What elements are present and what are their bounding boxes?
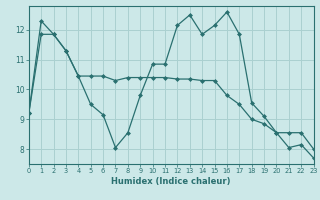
X-axis label: Humidex (Indice chaleur): Humidex (Indice chaleur): [111, 177, 231, 186]
